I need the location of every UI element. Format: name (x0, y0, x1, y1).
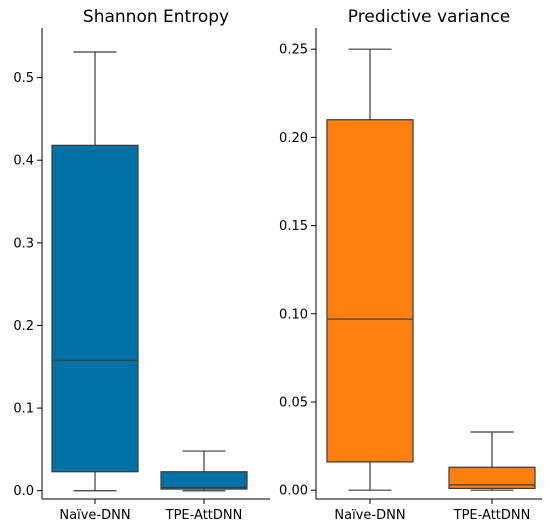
x-tick-label: TPE-AttDNN (453, 508, 531, 523)
chart-title: Predictive variance (348, 7, 510, 27)
x-tick-label: Naïve-DNN (334, 508, 405, 523)
y-tick-label: 0.05 (279, 395, 308, 410)
iqr-box (160, 471, 248, 490)
x-tick-label: TPE-AttDNN (165, 508, 243, 523)
y-tick-label: 0.15 (279, 219, 308, 234)
y-tick-label: 0.3 (13, 236, 34, 251)
iqr-box (448, 466, 536, 490)
iqr-box (51, 144, 139, 473)
x-tick-label: Naïve-DNN (59, 508, 130, 523)
iqr-box (326, 119, 414, 463)
y-tick-label: 0.2 (13, 319, 34, 334)
y-tick-label: 0.4 (13, 154, 34, 169)
y-tick-label: 0.00 (279, 484, 308, 499)
y-tick-label: 0.10 (279, 307, 308, 322)
y-tick-label: 0.0 (13, 484, 34, 499)
chart-title: Shannon Entropy (83, 7, 229, 27)
y-tick-label: 0.20 (279, 131, 308, 146)
y-tick-label: 0.1 (13, 402, 34, 417)
y-tick-label: 0.25 (279, 43, 308, 58)
y-tick-label: 0.5 (13, 71, 34, 86)
